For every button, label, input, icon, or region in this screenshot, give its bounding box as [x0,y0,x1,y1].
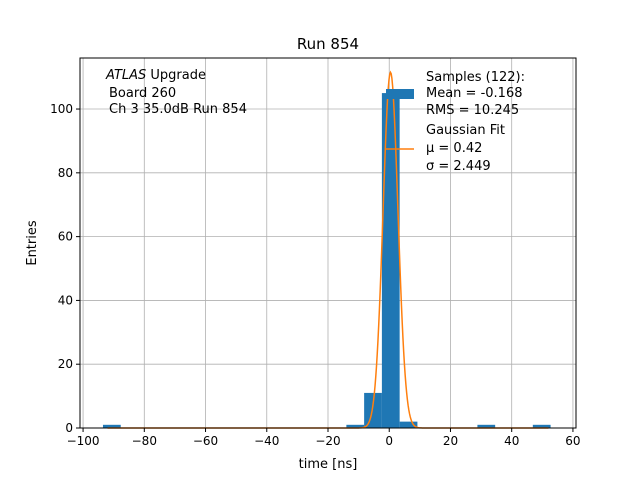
legend: Samples (122): Mean = -0.168 RMS = 10.24… [386,70,525,174]
upgrade-label: Upgrade [146,68,206,83]
y-axis-label: Entries [25,220,40,266]
chart-title: Run 854 [297,35,359,53]
histogram-bar [102,424,121,428]
histogram-bar [477,424,496,428]
legend-fit-label: Gaussian Fit [426,123,505,138]
x-tick-label: −100 [67,434,100,448]
atlas-annotation: ATLAS Upgrade Board 260 Ch 3 35.0dB Run … [105,68,247,117]
histogram-bars [102,93,551,428]
legend-histogram-swatch [386,89,414,99]
y-tick-label: 100 [50,102,73,116]
y-tick-label: 0 [65,421,73,435]
x-tick-label: 60 [565,434,580,448]
atlas-label: ATLAS [105,68,146,83]
histogram-bar [399,421,418,428]
y-tick-label: 80 [58,166,73,180]
x-tick-label: −80 [132,434,157,448]
channel-run-label: Ch 3 35.0dB Run 854 [109,102,247,117]
y-tick-label: 20 [58,357,73,371]
legend-rms: RMS = 10.245 [426,103,519,118]
legend-fit-sigma: σ = 2.449 [426,159,491,174]
svg-text:ATLAS Upgrade: ATLAS Upgrade [105,68,206,83]
legend-histogram-label: Samples (122): [426,70,525,85]
histogram-bar [381,93,400,428]
board-label: Board 260 [109,86,176,101]
histogram-bar [532,424,551,428]
legend-fit-mu: μ = 0.42 [426,141,482,156]
x-tick-label: −20 [315,434,340,448]
x-axis-label: time [ns] [299,457,358,472]
legend-mean: Mean = -0.168 [426,86,522,101]
histogram-bar [364,392,382,428]
x-tick-label: 40 [504,434,519,448]
x-tick-label: −40 [254,434,279,448]
y-tick-label: 40 [58,293,73,307]
histogram-bar [346,424,365,428]
y-tick-label: 60 [58,230,73,244]
y-axis-ticks: 0 20 40 60 80 100 [50,102,80,435]
x-tick-label: −60 [193,434,218,448]
x-tick-label: 0 [385,434,393,448]
x-axis-ticks: −100 −80 −60 −40 −20 0 20 40 60 [67,428,581,448]
x-tick-label: 20 [443,434,458,448]
